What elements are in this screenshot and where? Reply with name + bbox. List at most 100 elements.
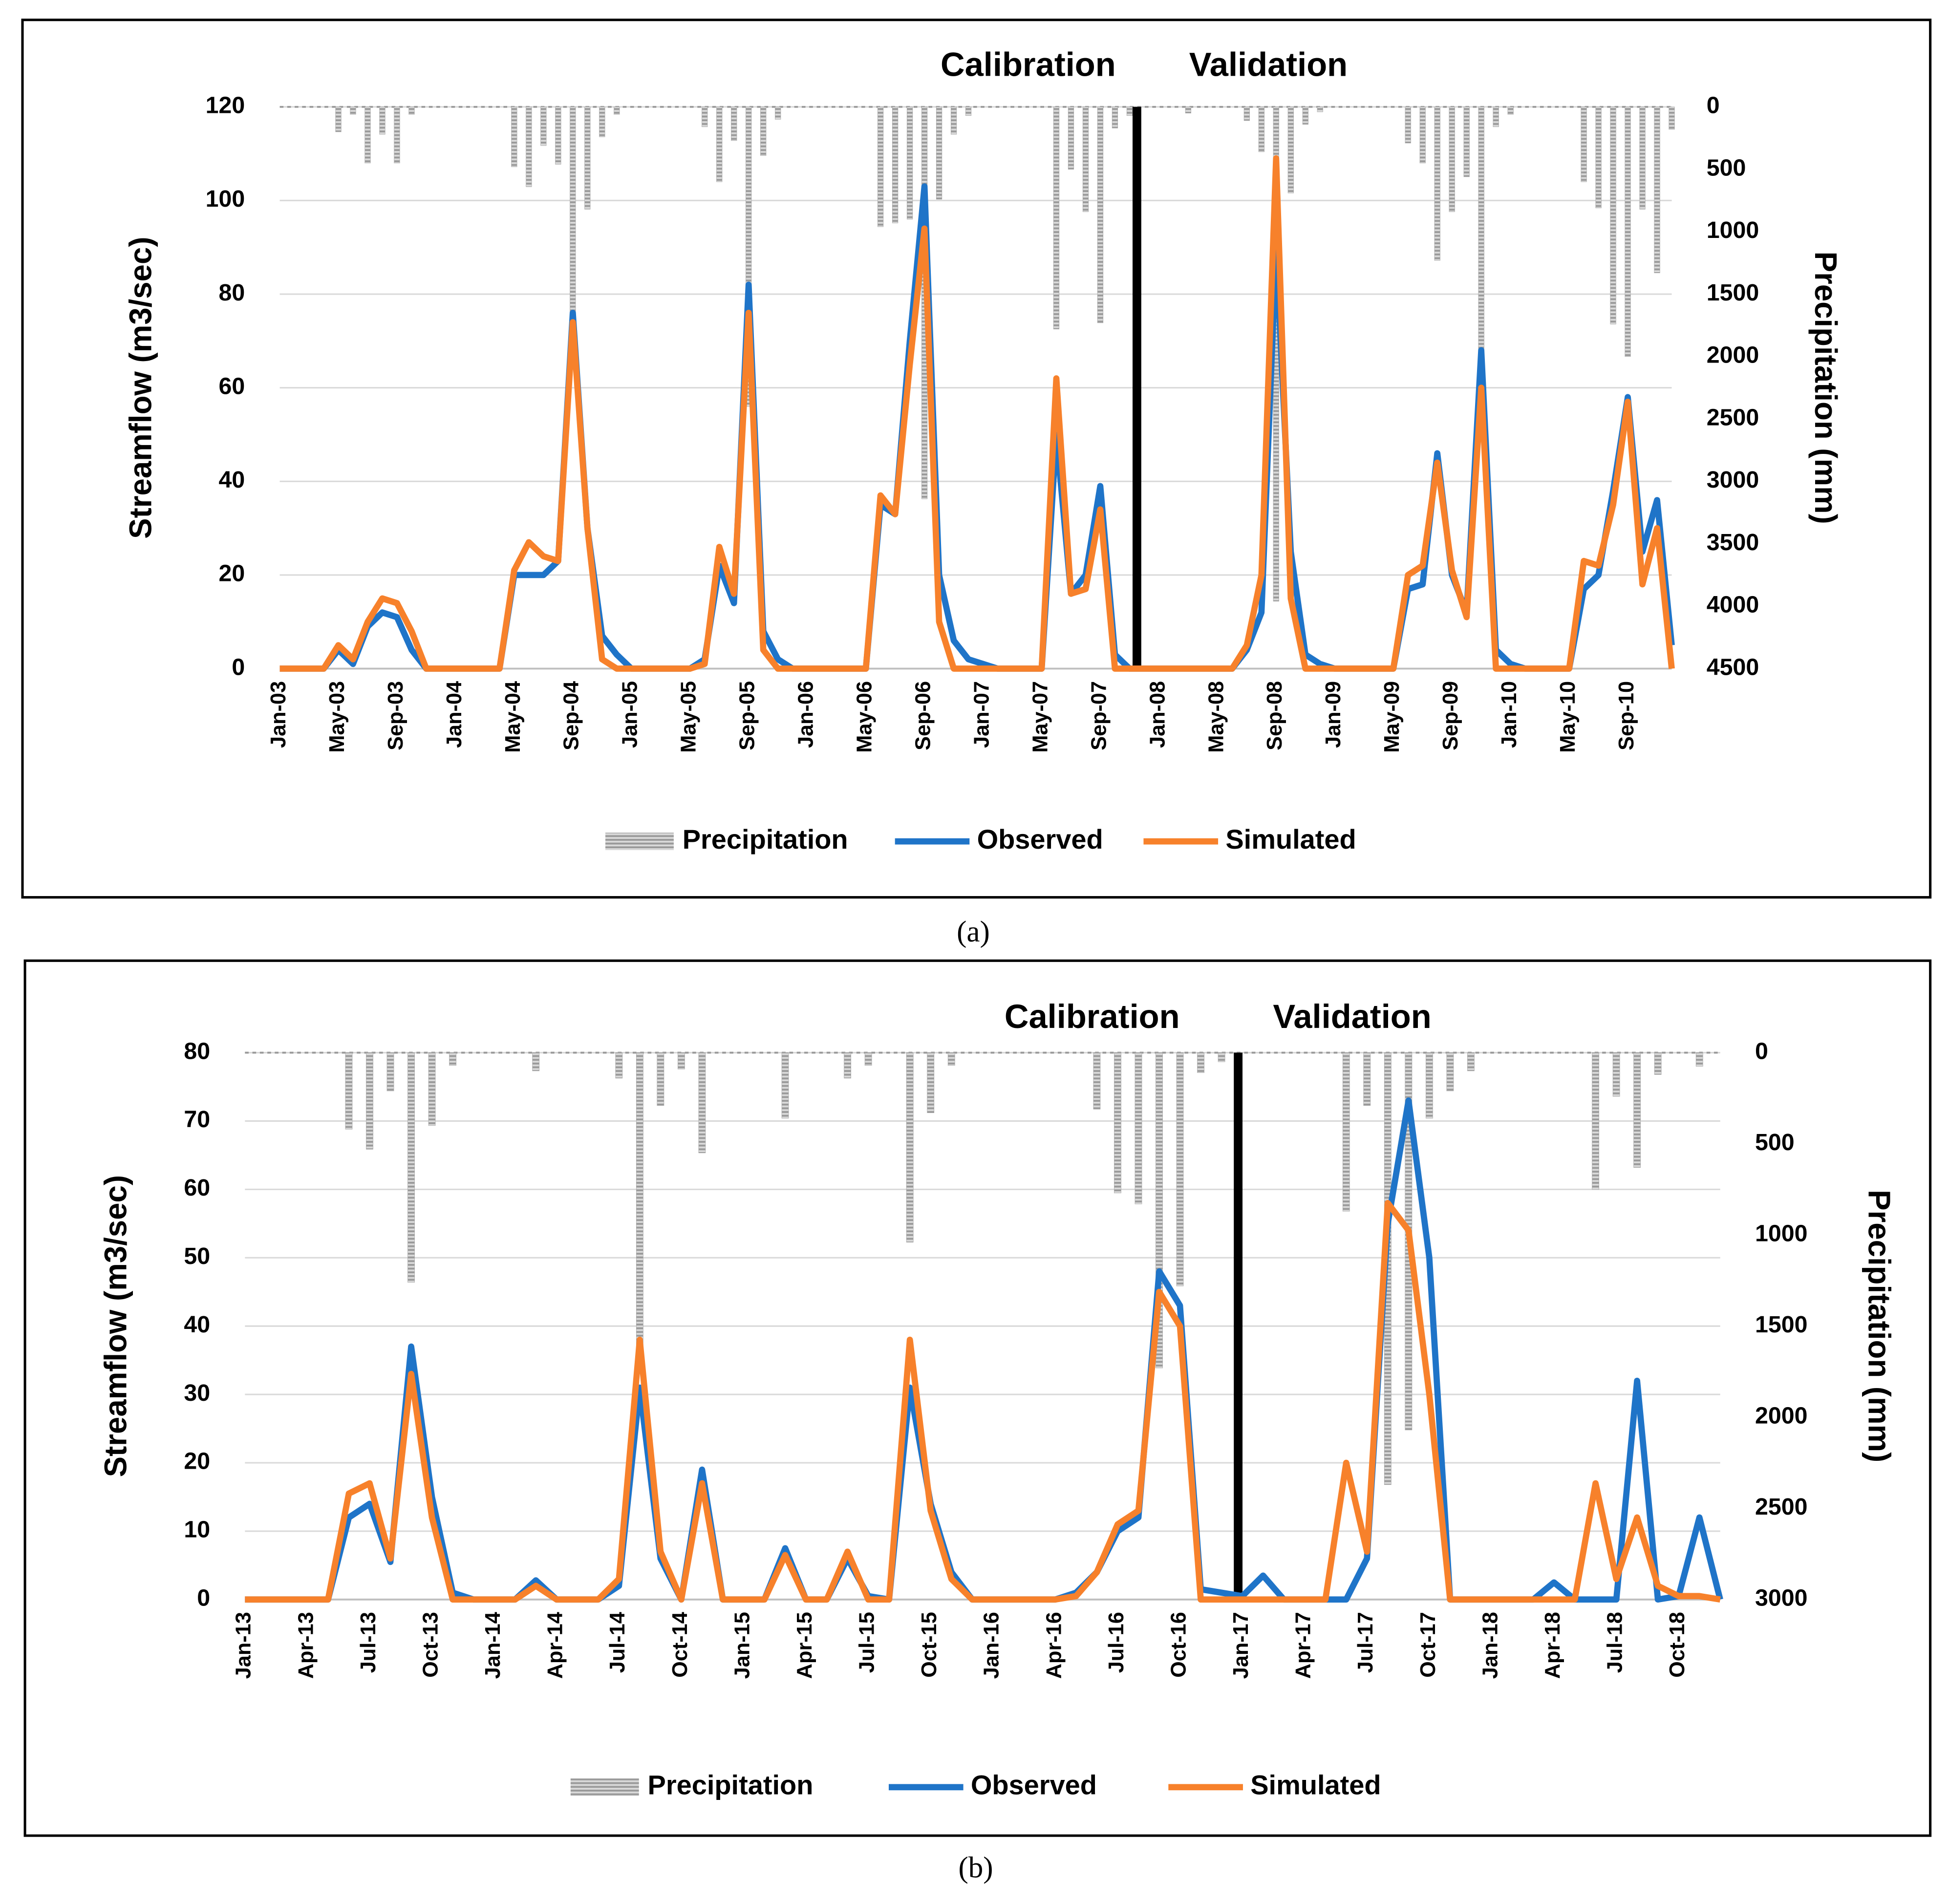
x-tick-label: Jan-08	[1146, 681, 1169, 748]
precip-bar	[702, 107, 708, 128]
precip-bar	[636, 1052, 643, 1369]
streamflow-line	[279, 155, 1675, 672]
x-tick-label: Oct-17	[1416, 1612, 1440, 1678]
legend-label: Precipitation	[683, 824, 848, 855]
y-tick-label: 0	[232, 654, 245, 680]
y2-tick-label: 2500	[1755, 1494, 1808, 1520]
precip-bar	[1302, 107, 1308, 125]
legend-label: Simulated	[1250, 1770, 1381, 1800]
x-tick-label: Jan-07	[970, 681, 993, 748]
chart-panel: 0 20 40 60 80 100 120 0 500 1000 1500 2000 2500 3000 3…	[21, 19, 1932, 948]
x-tick-label: Jul-16	[1105, 1612, 1128, 1673]
validation-label: Validation	[1189, 46, 1348, 84]
x-tick-label: May-03	[325, 681, 349, 753]
y-axis-title: Streamflow (m3/sec)	[124, 236, 158, 538]
precip-bar	[716, 107, 723, 182]
precip-bar	[781, 1052, 789, 1119]
x-tick-label: Jan-03	[267, 681, 290, 748]
x-tick-label: Sep-07	[1087, 681, 1111, 750]
x-tick-label: Oct-14	[668, 1612, 692, 1678]
precip-bar	[386, 1052, 394, 1091]
y2-tick-label: 2000	[1755, 1402, 1808, 1429]
y2-tick-label: 0	[1755, 1038, 1768, 1064]
precip-bar	[1446, 1052, 1454, 1091]
precip-bar	[1218, 1052, 1225, 1062]
precip-bar	[599, 107, 605, 137]
legend-label: Precipitation	[647, 1770, 813, 1800]
chart-frame	[21, 19, 1932, 899]
x-tick-label: Jul-13	[357, 1612, 380, 1673]
precip-bar	[965, 107, 972, 116]
x-tick-label: Sep-10	[1615, 681, 1638, 750]
y2-tick-label: 1000	[1707, 217, 1759, 243]
x-tick-label: Apr-16	[1042, 1612, 1066, 1679]
x-tick-label: Jan-10	[1498, 681, 1521, 748]
y-tick-label: 40	[219, 467, 245, 493]
y2-axis-title: Precipitation (mm)	[1862, 1190, 1896, 1462]
x-tick-label: Oct-15	[918, 1612, 941, 1678]
precip-bar	[449, 1052, 456, 1066]
x-tick-label: Sep-03	[384, 681, 407, 750]
precip-bar	[1463, 107, 1470, 177]
y-tick-label: 40	[184, 1311, 210, 1338]
precip-bar	[1654, 1052, 1662, 1075]
precip-bar	[1317, 107, 1323, 112]
x-tick-label: May-05	[677, 681, 701, 753]
precip-bar	[1610, 107, 1616, 324]
y-tick-label: 80	[184, 1038, 210, 1064]
precip-bar	[950, 107, 957, 135]
precip-bar	[584, 107, 591, 210]
y2-tick-label: 1000	[1755, 1220, 1808, 1246]
precip-bar	[1126, 107, 1133, 116]
precip-bar	[350, 107, 356, 115]
precip-bar	[1243, 107, 1250, 121]
y-tick-label: 20	[219, 560, 245, 587]
precip-bar	[1595, 107, 1602, 209]
chart-frame	[23, 959, 1932, 1837]
y2-tick-label: 4000	[1707, 592, 1759, 618]
legend-label: Observed	[971, 1770, 1097, 1800]
precip-bar	[731, 107, 737, 141]
y-tick-label: 60	[184, 1175, 210, 1201]
precip-bar	[555, 107, 561, 165]
precip-bar	[927, 1052, 935, 1113]
y2-axis-title: Precipitation (mm)	[1808, 252, 1843, 524]
calibration-label: Calibration	[941, 46, 1116, 84]
y2-tick-label: 3000	[1707, 467, 1759, 493]
x-tick-label: Jan-16	[980, 1612, 1004, 1679]
precip-bar	[844, 1052, 851, 1079]
precip-bar	[408, 107, 415, 115]
x-tick-label: Jul-18	[1604, 1612, 1627, 1673]
precip-bar	[1097, 107, 1104, 323]
x-tick-label: Jul-15	[856, 1612, 879, 1673]
precip-bar	[678, 1052, 685, 1070]
precip-bar	[775, 107, 781, 120]
legend-label: Simulated	[1225, 824, 1356, 855]
precip-bar	[1176, 1052, 1184, 1286]
chart-panel: 0 10 20 30 40 50 60 70 80 0 500 1000 1500 2000 2500 300…	[23, 959, 1932, 1884]
precip-bar	[366, 1052, 373, 1150]
precip-bar	[1633, 1052, 1641, 1168]
precip-bar	[657, 1052, 664, 1106]
x-tick-label: Apr-13	[294, 1612, 318, 1679]
y-tick-label: 20	[184, 1448, 210, 1475]
precip-bar	[1434, 107, 1440, 261]
y-tick-label: 10	[184, 1517, 210, 1543]
precip-bar	[1425, 1052, 1433, 1119]
precip-bar	[615, 1052, 623, 1079]
x-tick-label: Jul-14	[606, 1612, 629, 1673]
calibration-label: Calibration	[1005, 998, 1180, 1035]
precip-bar	[1405, 107, 1411, 144]
precip-bar	[760, 107, 767, 156]
x-tick-label: Jan-14	[481, 1612, 505, 1679]
precip-bar	[1449, 107, 1455, 212]
precip-bar	[1287, 107, 1294, 193]
precip-bar	[1669, 107, 1675, 130]
precip-bar	[1581, 107, 1587, 182]
y2-tick-label: 2000	[1707, 342, 1759, 368]
x-tick-label: Sep-06	[912, 681, 935, 750]
precip-bar	[746, 107, 752, 407]
y2-tick-label: 1500	[1707, 279, 1759, 306]
precip-bar	[1363, 1052, 1371, 1106]
